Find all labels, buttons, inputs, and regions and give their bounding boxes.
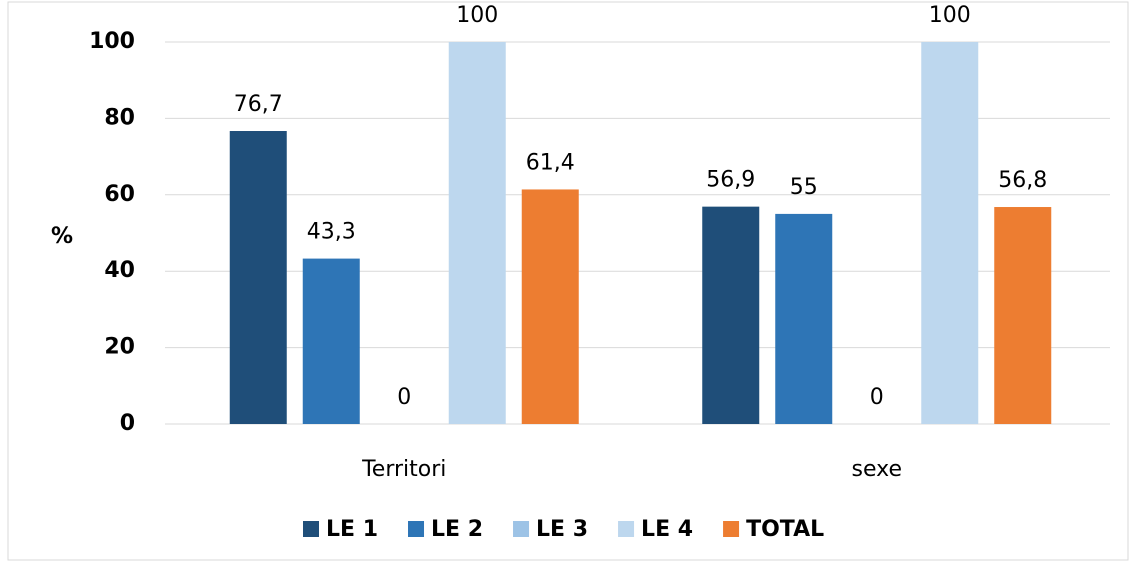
data-label: 76,7 [234,92,283,117]
data-label: 43,3 [307,220,356,245]
bar [921,42,979,424]
y-tick-label: 20 [104,335,135,360]
bar [302,258,360,424]
legend-swatch [513,521,530,537]
legend-swatch [618,521,635,537]
data-label: 0 [870,385,884,410]
y-tick-label: 60 [104,182,135,207]
data-label: 100 [929,3,971,28]
legend-swatch [303,521,319,537]
x-tick-label: sexe [852,457,903,482]
y-tick-label: 0 [120,411,135,436]
y-tick-label: 80 [104,105,135,130]
bar [994,207,1052,424]
data-label: 0 [397,385,411,410]
data-label: 56,8 [998,168,1047,193]
legend-label: TOTAL [746,517,824,542]
legend-label: LE 1 [326,517,378,542]
y-tick-label: 100 [89,29,135,54]
bar [521,189,579,424]
legend-swatch [723,521,740,537]
legend-label: LE 4 [641,517,693,542]
data-label: 61,4 [526,150,575,175]
x-tick-label: Territori [361,457,446,482]
legend-label: LE 3 [536,517,588,542]
legend-label: LE 2 [431,517,483,542]
data-label: 55 [790,175,818,200]
y-axis-label: % [51,224,73,249]
bar [775,213,833,424]
bar [448,42,506,424]
legend-swatch [408,521,425,537]
data-label: 100 [456,3,498,28]
data-label: 56,9 [706,168,755,193]
bar [229,131,287,425]
bar [702,206,760,424]
y-tick-label: 40 [104,258,135,283]
